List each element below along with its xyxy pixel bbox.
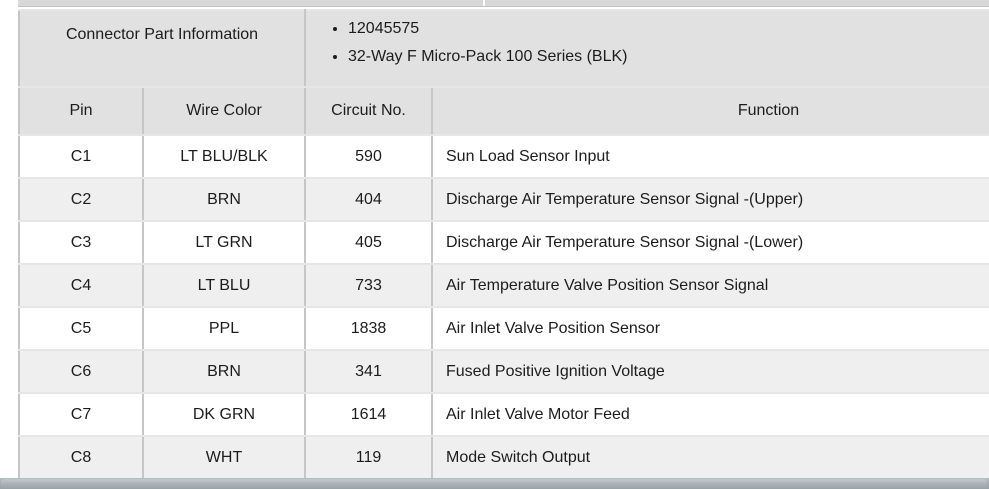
function-cell: Air Inlet Valve Motor Feed	[430, 392, 989, 437]
pin-cell: C5	[18, 306, 144, 351]
table-header-row: Pin Wire Color Circuit No. Function	[18, 86, 989, 136]
table-row: C6 BRN 341 Fused Positive Ignition Voltage	[18, 349, 989, 394]
circuit-no-cell: 404	[304, 177, 433, 222]
wire-color-cell: WHT	[142, 435, 306, 478]
previous-table-cut-off-row	[18, 0, 989, 7]
wire-color-column-header: Wire Color	[142, 86, 306, 136]
table-row: C3 LT GRN 405 Discharge Air Temperature Sen…	[18, 220, 989, 265]
horizontal-scrollbar[interactable]	[0, 478, 989, 489]
circuit-no-cell: 341	[304, 349, 433, 394]
function-cell: Sun Load Sensor Input	[430, 134, 989, 179]
connector-pinout-table: Connector Part Information 12045575 32-W…	[18, 9, 989, 478]
connector-part-info-label: Connector Part Information	[18, 9, 306, 88]
table-row: C5 PPL 1838 Air Inlet Valve Position Sensor	[18, 306, 989, 351]
wire-color-cell: LT BLU/BLK	[142, 134, 306, 179]
pin-cell: C3	[18, 220, 144, 265]
wire-color-cell: BRN	[142, 349, 306, 394]
pin-cell: C6	[18, 349, 144, 394]
circuit-no-column-header: Circuit No.	[304, 86, 433, 136]
function-cell: Air Temperature Valve Position Sensor Si…	[430, 263, 989, 308]
pin-cell: C8	[18, 435, 144, 478]
connector-part-info-row: Connector Part Information 12045575 32-W…	[18, 9, 989, 88]
table-row: C2 BRN 404 Discharge Air Temperature Sensor…	[18, 177, 989, 222]
part-number-item: 12045575	[348, 20, 989, 38]
pin-cell: C2	[18, 177, 144, 222]
table-row: C1 LT BLU/BLK 590 Sun Load Sensor Input	[18, 134, 989, 179]
function-cell: Mode Switch Output	[430, 435, 989, 478]
circuit-no-cell: 1614	[304, 392, 433, 437]
function-cell: Discharge Air Temperature Sensor Signal …	[430, 220, 989, 265]
table-row: C8 WHT 119 Mode Switch Output	[18, 435, 989, 478]
circuit-no-cell: 733	[304, 263, 433, 308]
horizontal-scrollbar-thumb[interactable]	[1, 479, 987, 488]
circuit-no-cell: 405	[304, 220, 433, 265]
table-row: C7 DK GRN 1614 Air Inlet Valve Motor Feed	[18, 392, 989, 437]
function-column-header: Function	[430, 86, 989, 136]
table-row: C4 LT BLU 733 Air Temperature Valve Positio…	[18, 263, 989, 308]
wire-color-cell: LT GRN	[142, 220, 306, 265]
function-cell: Air Inlet Valve Position Sensor	[430, 306, 989, 351]
connector-part-info-values: 12045575 32-Way F Micro-Pack 100 Series …	[303, 9, 989, 88]
part-description-item: 32-Way F Micro-Pack 100 Series (BLK)	[348, 48, 989, 66]
wire-color-cell: LT BLU	[142, 263, 306, 308]
part-number-list: 12045575 32-Way F Micro-Pack 100 Series …	[306, 20, 989, 66]
circuit-no-cell: 119	[304, 435, 433, 478]
circuit-no-cell: 1838	[304, 306, 433, 351]
circuit-no-cell: 590	[304, 134, 433, 179]
function-cell: Discharge Air Temperature Sensor Signal …	[430, 177, 989, 222]
pin-cell: C4	[18, 263, 144, 308]
wire-color-cell: PPL	[142, 306, 306, 351]
wire-color-cell: DK GRN	[142, 392, 306, 437]
connector-table-viewport: Connector Part Information 12045575 32-W…	[18, 9, 989, 478]
wire-color-cell: BRN	[142, 177, 306, 222]
pin-column-header: Pin	[18, 86, 144, 136]
pin-cell: C7	[18, 392, 144, 437]
cell-divider	[483, 0, 485, 6]
pin-cell: C1	[18, 134, 144, 179]
function-cell: Fused Positive Ignition Voltage	[430, 349, 989, 394]
